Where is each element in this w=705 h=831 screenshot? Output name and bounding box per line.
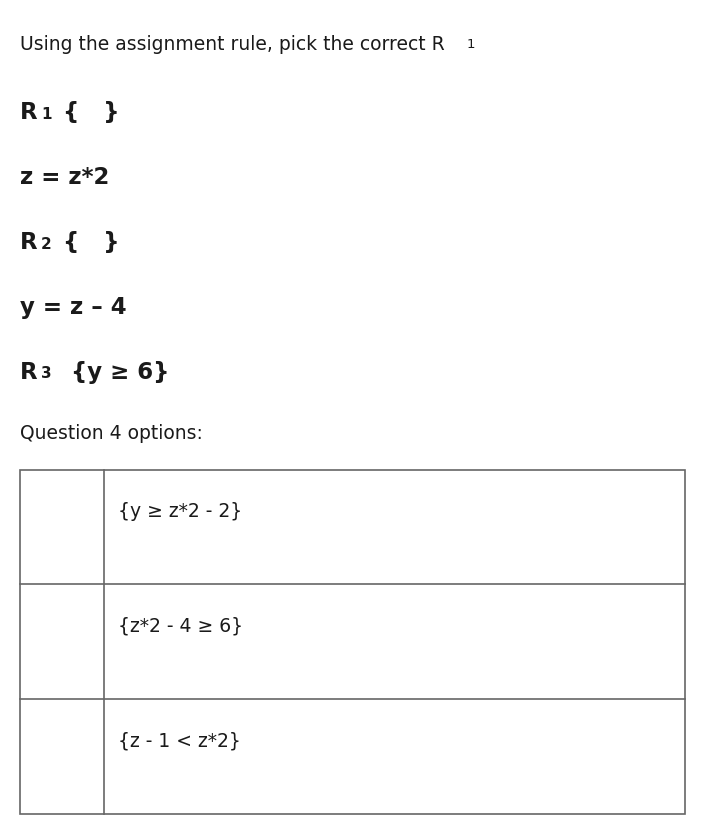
Text: 3: 3 xyxy=(41,366,51,381)
Text: {   }: { } xyxy=(55,231,119,254)
Text: {y ≥ z*2 - 2}: {y ≥ z*2 - 2} xyxy=(118,502,243,521)
Text: 2: 2 xyxy=(41,237,51,252)
Text: R: R xyxy=(20,231,37,254)
Text: R: R xyxy=(20,361,37,384)
Text: {z*2 - 4 ≥ 6}: {z*2 - 4 ≥ 6} xyxy=(118,617,243,636)
Text: R: R xyxy=(20,101,37,125)
Text: Question 4 options:: Question 4 options: xyxy=(20,424,202,443)
Text: y = z – 4: y = z – 4 xyxy=(20,296,126,319)
Text: {z - 1 < z*2}: {z - 1 < z*2} xyxy=(118,731,241,750)
Text: {y ≥ 6}: {y ≥ 6} xyxy=(55,361,169,384)
Text: {   }: { } xyxy=(55,101,119,125)
Text: z = z*2: z = z*2 xyxy=(20,166,109,189)
Bar xyxy=(20,470,685,814)
Text: 1: 1 xyxy=(41,107,51,122)
Text: Using the assignment rule, pick the correct R: Using the assignment rule, pick the corr… xyxy=(20,35,444,54)
Text: 1: 1 xyxy=(467,38,475,52)
